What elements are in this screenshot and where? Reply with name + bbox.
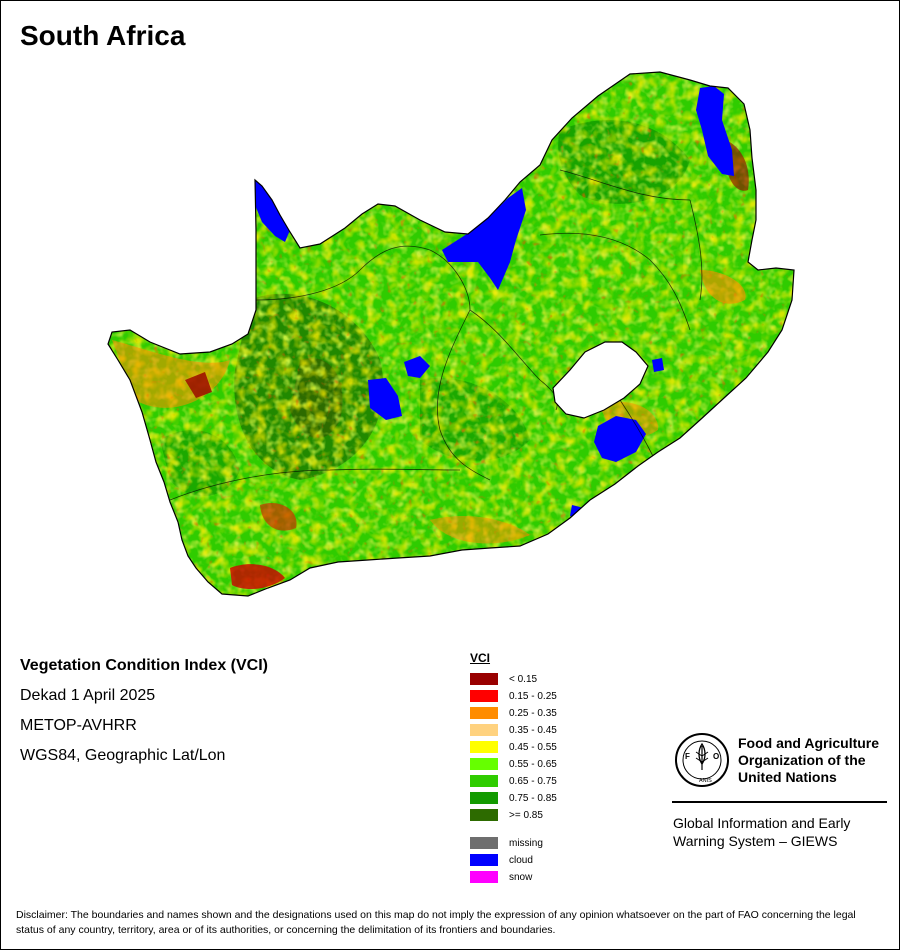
- svg-text:ANIS: ANIS: [699, 778, 712, 784]
- map-fill: [108, 72, 794, 596]
- legend-item: 0.25 - 0.35: [470, 706, 557, 720]
- svg-text:F: F: [685, 752, 690, 761]
- legend-item: snow: [470, 870, 532, 884]
- legend-swatch: [470, 673, 498, 685]
- legend-label: < 0.15: [509, 673, 538, 685]
- lesotho-enclave: [552, 341, 649, 419]
- legend-label: >= 0.85: [509, 809, 543, 821]
- legend-label: 0.45 - 0.55: [509, 741, 557, 753]
- legend-item: 0.75 - 0.85: [470, 791, 557, 805]
- legend-swatch: [470, 837, 498, 849]
- legend-swatch: [470, 775, 498, 787]
- province-boundaries: [169, 169, 703, 501]
- legend-label: 0.55 - 0.65: [509, 758, 557, 770]
- system-line-1: Global Information and Early: [673, 815, 851, 831]
- system-line-2: Warning System – GIEWS: [673, 833, 838, 849]
- legend-item: missing: [470, 836, 543, 850]
- legend-item: 0.35 - 0.45: [470, 723, 557, 737]
- legend-label: 0.25 - 0.35: [509, 707, 557, 719]
- legend-item: 0.45 - 0.55: [470, 740, 557, 754]
- legend-swatch: [470, 792, 498, 804]
- legend-item: 0.55 - 0.65: [470, 757, 557, 771]
- legend-swatch: [470, 707, 498, 719]
- legend-item: >= 0.85: [470, 808, 543, 822]
- system-name: Global Information and Early Warning Sys…: [673, 814, 893, 850]
- legend-swatch: [470, 809, 498, 821]
- legend-swatch: [470, 758, 498, 770]
- projection-label: WGS84, Geographic Lat/Lon: [20, 747, 226, 764]
- legend-label: 0.75 - 0.85: [509, 792, 557, 804]
- organization-name: Food and Agriculture Organization of the…: [738, 735, 888, 786]
- legend-swatch: [470, 690, 498, 702]
- index-title: Vegetation Condition Index (VCI): [20, 657, 268, 674]
- legend-item: 0.15 - 0.25: [470, 689, 557, 703]
- legend-swatch: [470, 854, 498, 866]
- legend-swatch: [470, 741, 498, 753]
- disclaimer: Disclaimer: The boundaries and names sho…: [16, 909, 856, 936]
- map-metadata: Vegetation Condition Index (VCI) Dekad 1…: [20, 656, 268, 776]
- period-label: Dekad 1 April 2025: [20, 687, 156, 704]
- fao-logo-icon: F O ANIS: [675, 733, 729, 787]
- country-outline: [107, 71, 795, 597]
- vci-legend: VCI < 0.15 0.15 - 0.25 0.25 - 0.35 0.35 - 0…: [470, 650, 557, 883]
- legend-title: VCI: [470, 651, 491, 665]
- svg-text:O: O: [713, 752, 719, 761]
- legend-item: cloud: [470, 853, 533, 867]
- divider: [672, 801, 887, 803]
- legend-label: 0.65 - 0.75: [509, 775, 557, 787]
- legend-item: < 0.15: [470, 672, 537, 686]
- legend-item: 0.65 - 0.75: [470, 774, 557, 788]
- org-name-line-3: United Nations: [738, 769, 837, 785]
- legend-label: 0.15 - 0.25: [509, 690, 557, 702]
- map-title: South Africa: [20, 20, 186, 51]
- org-name-line-1: Food and Agriculture: [738, 735, 880, 751]
- legend-swatch: [470, 871, 498, 883]
- org-name-line-2: Organization of the: [738, 752, 866, 768]
- legend-label: 0.35 - 0.45: [509, 724, 557, 736]
- legend-label: cloud: [509, 854, 533, 866]
- vci-map: [107, 71, 795, 597]
- legend-label: snow: [509, 871, 533, 883]
- legend-swatch: [470, 724, 498, 736]
- legend-label: missing: [509, 837, 543, 849]
- sensor-label: METOP-AVHRR: [20, 717, 137, 734]
